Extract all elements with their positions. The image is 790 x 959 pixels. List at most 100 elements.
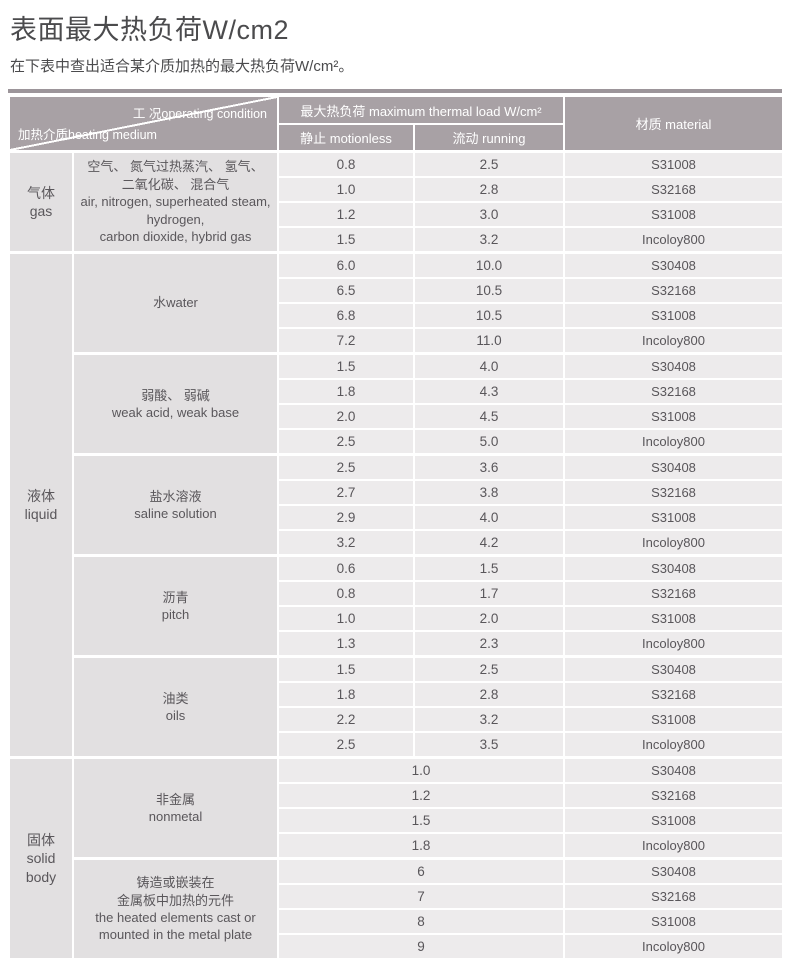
material-cell: Incoloy800 bbox=[563, 529, 784, 557]
material-cell: Incoloy800 bbox=[563, 327, 784, 355]
value-cell-running: 3.2 bbox=[413, 706, 565, 733]
value-cell-motionless: 6.0 bbox=[277, 251, 415, 279]
medium-cell: 油类 oils bbox=[72, 655, 279, 759]
table-row: 9 Incoloy800 bbox=[9, 933, 784, 959]
value-cell-motionless: 1.8 bbox=[277, 378, 415, 405]
header-material: 材质 material bbox=[563, 95, 784, 153]
value-cell-motionless: 2.5 bbox=[277, 428, 415, 456]
medium-label-line: 盐水溶液 bbox=[149, 488, 202, 504]
material-cell: S30408 bbox=[563, 857, 784, 885]
table-row: 油类 oils 1.5 2.5 S30408 bbox=[9, 655, 784, 759]
category-cell: 固体 solid body bbox=[8, 756, 74, 959]
material-cell: S30408 bbox=[563, 453, 784, 481]
value-cell-motionless: 1.5 bbox=[277, 352, 415, 380]
value-cell-running: 4.3 bbox=[413, 378, 565, 405]
medium-label-line: 弱酸、 弱碱 bbox=[141, 387, 210, 403]
value-cell-running: 1.5 bbox=[413, 554, 565, 582]
medium-label-line: 二氧化碳、 混合气 bbox=[121, 176, 230, 192]
value-cell-combined: 6 bbox=[277, 857, 565, 885]
value-cell-running: 4.2 bbox=[413, 529, 565, 557]
value-cell-running: 3.2 bbox=[413, 226, 565, 254]
value-cell-motionless: 2.2 bbox=[277, 706, 415, 733]
table-row: 7 S32168 bbox=[9, 883, 784, 910]
material-cell: Incoloy800 bbox=[563, 428, 784, 456]
table-row: 0.8 1.7 S32168 bbox=[9, 580, 784, 607]
medium-label-line: weak acid, weak base bbox=[111, 405, 240, 420]
category-label-line: liquid bbox=[24, 506, 58, 522]
value-cell-motionless: 1.5 bbox=[277, 226, 415, 254]
material-cell: S30408 bbox=[563, 251, 784, 279]
table-body: 气体 gas 空气、 氮气过热蒸汽、 氢气、 二氧化碳、 混合气 air, nitrog… bbox=[8, 150, 784, 959]
medium-label-line: pitch bbox=[161, 607, 190, 622]
table-row: 盐水溶液 saline solution 2.5 3.6 S30408 bbox=[9, 453, 784, 557]
divider-bar bbox=[8, 89, 782, 93]
value-cell-motionless: 1.8 bbox=[277, 681, 415, 708]
value-cell-running: 10.0 bbox=[413, 251, 565, 279]
value-cell-running: 2.3 bbox=[413, 630, 565, 658]
table-row: 2.9 4.0 S31008 bbox=[9, 504, 784, 531]
header-heating-medium: 加热介质heating medium bbox=[18, 128, 157, 142]
value-cell-motionless: 0.8 bbox=[277, 150, 415, 178]
table-row: 1.2 3.0 S31008 bbox=[9, 201, 784, 228]
material-cell: Incoloy800 bbox=[563, 630, 784, 658]
value-cell-motionless: 6.5 bbox=[277, 277, 415, 304]
table-row: 2.7 3.8 S32168 bbox=[9, 479, 784, 506]
table-row: 气体 gas 空气、 氮气过热蒸汽、 氢气、 二氧化碳、 混合气 air, nitrog… bbox=[8, 150, 784, 254]
material-cell: Incoloy800 bbox=[563, 731, 784, 759]
header-running: 流动 running bbox=[413, 123, 565, 153]
value-cell-running: 10.5 bbox=[413, 302, 565, 329]
value-cell-motionless: 1.0 bbox=[277, 605, 415, 632]
medium-cell: 沥青 pitch bbox=[72, 554, 279, 658]
value-cell-motionless: 0.8 bbox=[277, 580, 415, 607]
value-cell-combined: 9 bbox=[277, 933, 565, 959]
table-row: 固体 solid body 非金属 nonmetal 1.0 S30408 bbox=[8, 756, 784, 959]
material-cell: S32168 bbox=[563, 681, 784, 708]
material-cell: S31008 bbox=[563, 201, 784, 228]
table-row: 1.8 2.8 S32168 bbox=[9, 681, 784, 708]
value-cell-motionless: 3.2 bbox=[277, 529, 415, 557]
material-cell: S30408 bbox=[563, 655, 784, 683]
value-cell-motionless: 1.5 bbox=[277, 655, 415, 683]
value-cell-combined: 8 bbox=[277, 908, 565, 935]
category-label-line: body bbox=[25, 868, 57, 885]
table-row: 2.5 5.0 Incoloy800 bbox=[9, 428, 784, 456]
page-subtitle: 在下表中查出适合某介质加热的最大热负荷W/cm²。 bbox=[10, 58, 354, 75]
value-cell-running: 2.5 bbox=[413, 655, 565, 683]
material-cell: Incoloy800 bbox=[563, 226, 784, 254]
value-cell-running: 3.5 bbox=[413, 731, 565, 759]
thermal-load-table: 工 况operating condition 加热介质heating mediu… bbox=[8, 95, 784, 959]
category-label-line: 固体 bbox=[27, 831, 55, 848]
category-cell: 气体 gas bbox=[8, 150, 74, 254]
medium-label-line: 金属板中加热的元件 bbox=[116, 892, 234, 908]
value-cell-running: 11.0 bbox=[413, 327, 565, 355]
value-cell-motionless: 1.0 bbox=[277, 176, 415, 203]
value-cell-motionless: 2.7 bbox=[277, 479, 415, 506]
medium-label-line: mounted in the metal plate bbox=[98, 927, 253, 943]
category-cell: 液体 liquid bbox=[8, 251, 74, 759]
medium-label-line: hydrogen, bbox=[146, 211, 205, 227]
table-row: 沥青 pitch 0.6 1.5 S30408 bbox=[9, 554, 784, 658]
material-cell: S32168 bbox=[563, 580, 784, 607]
material-cell: S31008 bbox=[563, 403, 784, 430]
value-cell-combined: 1.0 bbox=[277, 756, 565, 784]
value-cell-motionless: 2.5 bbox=[277, 731, 415, 759]
medium-label-line: 沥青 bbox=[162, 589, 189, 605]
medium-cell: 弱酸、 弱碱 weak acid, weak base bbox=[72, 352, 279, 456]
value-cell-combined: 1.5 bbox=[277, 807, 565, 834]
header-max-thermal-load: 最大热负荷 maximum thermal load W/cm² bbox=[277, 95, 565, 125]
medium-label-line: carbon dioxide, hybrid gas bbox=[99, 229, 252, 245]
table-header: 工 况operating condition 加热介质heating mediu… bbox=[8, 95, 784, 153]
material-cell: S31008 bbox=[563, 908, 784, 935]
value-cell-combined: 1.8 bbox=[277, 832, 565, 860]
category-label-line: 气体 bbox=[27, 184, 55, 201]
value-cell-running: 1.7 bbox=[413, 580, 565, 607]
table-row: 1.5 3.2 Incoloy800 bbox=[9, 226, 784, 254]
medium-cell: 非金属 nonmetal bbox=[72, 756, 279, 860]
value-cell-running: 3.0 bbox=[413, 201, 565, 228]
value-cell-combined: 7 bbox=[277, 883, 565, 910]
table-row: 1.0 2.0 S31008 bbox=[9, 605, 784, 632]
material-cell: S32168 bbox=[563, 277, 784, 304]
table-row: 1.5 S31008 bbox=[9, 807, 784, 834]
material-cell: S32168 bbox=[563, 479, 784, 506]
